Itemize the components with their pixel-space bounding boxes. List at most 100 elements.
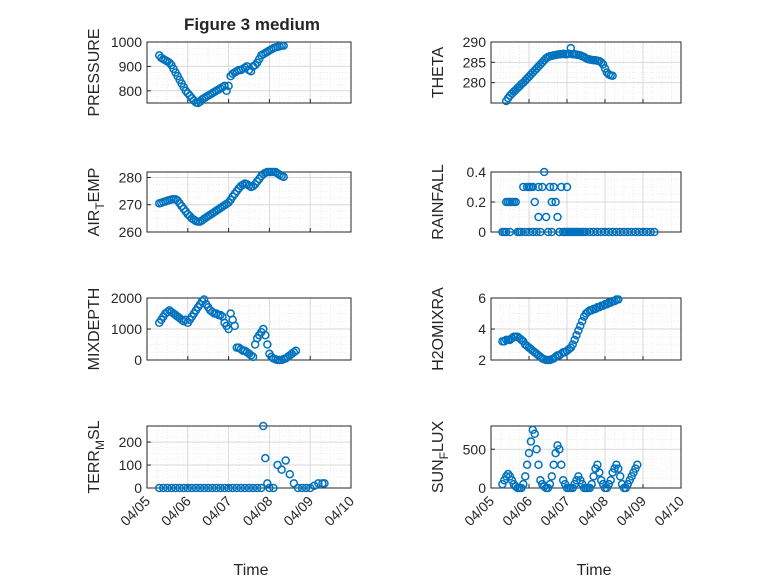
data-point — [259, 421, 268, 431]
subplot-1: 800 900 1000 PRESSURE — [86, 28, 352, 117]
data-point — [293, 483, 303, 493]
data-point — [587, 479, 596, 489]
data-point — [248, 352, 258, 362]
data-point — [246, 351, 256, 360]
y-axis-label-main: RAINFALL — [430, 164, 447, 240]
data-point — [263, 340, 272, 349]
data-point — [285, 469, 295, 479]
data-point — [187, 483, 197, 493]
data-point — [614, 464, 623, 473]
subplot-3: 260 270 280 AIRTEMP — [86, 168, 352, 240]
y-axis-label: AIRTEMP — [86, 168, 107, 237]
data-point — [301, 483, 311, 493]
data-point — [547, 197, 557, 207]
data-point — [600, 64, 610, 73]
y-axis-label: MIXDEPTH — [86, 288, 103, 371]
y-tick-label: 0.2 — [467, 194, 487, 210]
data-point — [557, 182, 566, 192]
y-axis-label-main: H2OMIXRA — [430, 287, 447, 371]
y-axis-label-main: THETA — [430, 47, 447, 99]
figure-title: Figure 3 medium — [184, 15, 320, 34]
subplot-2: 280 285 290 THETA — [430, 34, 682, 106]
data-point — [203, 483, 213, 493]
data-point — [281, 456, 290, 465]
data-point — [244, 483, 254, 493]
data-point — [511, 197, 520, 207]
data-point — [208, 483, 217, 493]
data-point — [501, 472, 511, 481]
data-point — [593, 460, 602, 469]
subplot-4: 0 0.2 0.4 RAINFALL — [430, 164, 682, 240]
data-point — [154, 483, 164, 493]
data-point — [297, 483, 307, 493]
data-point — [595, 468, 604, 477]
axes-box — [146, 41, 352, 104]
y-tick-label: 2 — [478, 352, 486, 368]
y-axis-label-suffix: LUX — [430, 421, 447, 452]
data-point — [175, 483, 184, 493]
y-axis-label: TERRMSL — [86, 420, 107, 493]
axes-box — [146, 171, 352, 233]
data-point — [248, 483, 258, 493]
data-point — [277, 465, 286, 474]
data-point — [305, 483, 315, 493]
data-point — [530, 429, 539, 438]
y-tick-label: 260 — [119, 224, 143, 240]
y-tick-label: 200 — [119, 434, 143, 450]
data-point — [526, 437, 536, 446]
y-tick-label: 0.4 — [467, 164, 487, 180]
y-tick-label: 800 — [119, 83, 143, 99]
data-point — [522, 460, 532, 469]
data-point — [534, 182, 543, 192]
y-tick-label: 900 — [119, 58, 143, 74]
data-point — [212, 483, 221, 493]
data-point — [534, 460, 543, 469]
data-point — [250, 60, 260, 70]
y-tick-label: 1000 — [111, 34, 142, 50]
data-point — [570, 335, 579, 345]
y-tick-label: 280 — [463, 75, 487, 91]
data-point — [524, 448, 534, 458]
data-point — [314, 479, 323, 488]
data-point — [216, 310, 225, 320]
data-point — [596, 58, 606, 67]
data-point — [199, 483, 209, 493]
y-tick-label: 270 — [119, 197, 143, 213]
y-axis-label-subscript: M — [93, 440, 107, 450]
data-point — [216, 483, 225, 493]
data-point — [252, 483, 262, 493]
data-point — [614, 295, 623, 304]
y-tick-label: 0 — [134, 352, 142, 368]
y-axis-label-main: AIR — [86, 210, 103, 237]
y-axis-label-main: MIXDEPTH — [86, 288, 103, 371]
y-axis-label-subscript: F — [437, 452, 451, 459]
data-point — [291, 346, 301, 355]
data-point — [543, 227, 553, 237]
y-axis-label: SUNFLUX — [430, 421, 451, 494]
data-point — [222, 86, 231, 96]
y-tick-label: 1000 — [111, 321, 142, 337]
data-point — [279, 172, 288, 182]
data-point — [195, 483, 205, 493]
data-point — [265, 483, 274, 493]
data-point — [269, 483, 278, 493]
data-point — [568, 340, 577, 349]
data-point — [167, 483, 176, 493]
data-point — [500, 337, 509, 346]
data-point — [183, 483, 193, 493]
data-point — [530, 197, 539, 207]
data-point — [610, 296, 619, 306]
data-point — [232, 483, 242, 493]
data-point — [545, 479, 555, 489]
y-tick-label: 6 — [478, 290, 486, 306]
y-axis-label: THETA — [430, 47, 447, 99]
y-tick-label: 100 — [119, 457, 143, 473]
data-point — [572, 330, 581, 340]
data-point — [577, 317, 587, 326]
data-point — [562, 182, 572, 192]
data-point — [608, 71, 617, 81]
y-tick-label: 2000 — [111, 290, 142, 306]
y-tick-label: 0 — [134, 480, 142, 496]
